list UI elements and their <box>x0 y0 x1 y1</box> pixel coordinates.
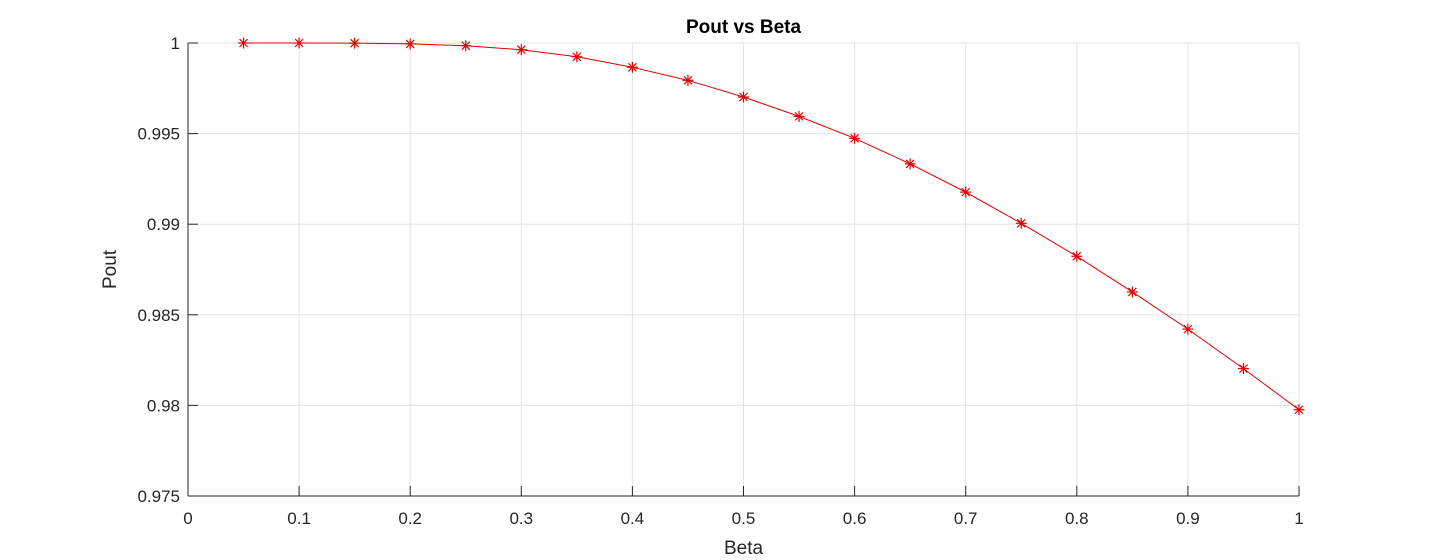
data-point-marker <box>571 51 583 63</box>
chart-title: Pout vs Beta <box>686 17 802 38</box>
y-axis-title: Pout <box>100 249 121 289</box>
y-tick-label: 0.98 <box>147 396 180 415</box>
x-tick-label: 0.9 <box>1176 509 1200 528</box>
x-tick-label: 0.2 <box>398 509 422 528</box>
x-axis-title: Beta <box>724 538 764 559</box>
y-tick-label: 0.975 <box>137 487 180 506</box>
x-tick-label: 0.4 <box>621 509 645 528</box>
data-point-marker <box>404 38 416 50</box>
x-tick-label: 1 <box>1294 509 1303 528</box>
data-point-marker <box>626 61 638 73</box>
x-tick-label: 0.1 <box>287 509 311 528</box>
data-point-marker <box>1071 250 1083 262</box>
y-tick-label: 0.99 <box>147 215 180 234</box>
tick-labels: 0 0.1 0.2 0.3 0.4 0.5 0.6 0.7 0.8 0.9 1 0.975 0.98 0.… <box>137 34 1303 528</box>
data-point-marker <box>1182 323 1194 335</box>
series-line <box>243 42 1300 411</box>
data-point-marker <box>1293 404 1305 416</box>
data-point-marker <box>849 132 861 144</box>
data-point-marker <box>738 91 749 103</box>
data-point-marker <box>460 40 472 52</box>
data-point-marker <box>349 37 361 49</box>
x-tick-label: 0.7 <box>954 509 978 528</box>
data-point-marker <box>682 74 694 86</box>
y-tick-label: 0.985 <box>137 306 180 325</box>
data-point-marker <box>1237 363 1249 375</box>
data-point-marker <box>960 186 972 198</box>
data-point-marker <box>1015 217 1027 229</box>
x-tick-label: 0.6 <box>843 509 867 528</box>
y-tick-label: 1 <box>171 34 180 53</box>
data-point-marker <box>1126 286 1138 298</box>
axes <box>187 42 1300 497</box>
series <box>238 37 1305 416</box>
data-point-marker <box>238 37 250 49</box>
data-point-marker <box>904 158 916 170</box>
x-tick-label: 0.3 <box>509 509 533 528</box>
data-point-marker <box>293 37 305 49</box>
x-tick-label: 0.8 <box>1065 509 1089 528</box>
x-tick-label: 0.5 <box>732 509 756 528</box>
data-point-marker <box>515 44 527 56</box>
data-point-marker <box>793 110 805 122</box>
x-tick-label: 0 <box>183 509 192 528</box>
y-tick-label: 0.995 <box>137 125 180 144</box>
